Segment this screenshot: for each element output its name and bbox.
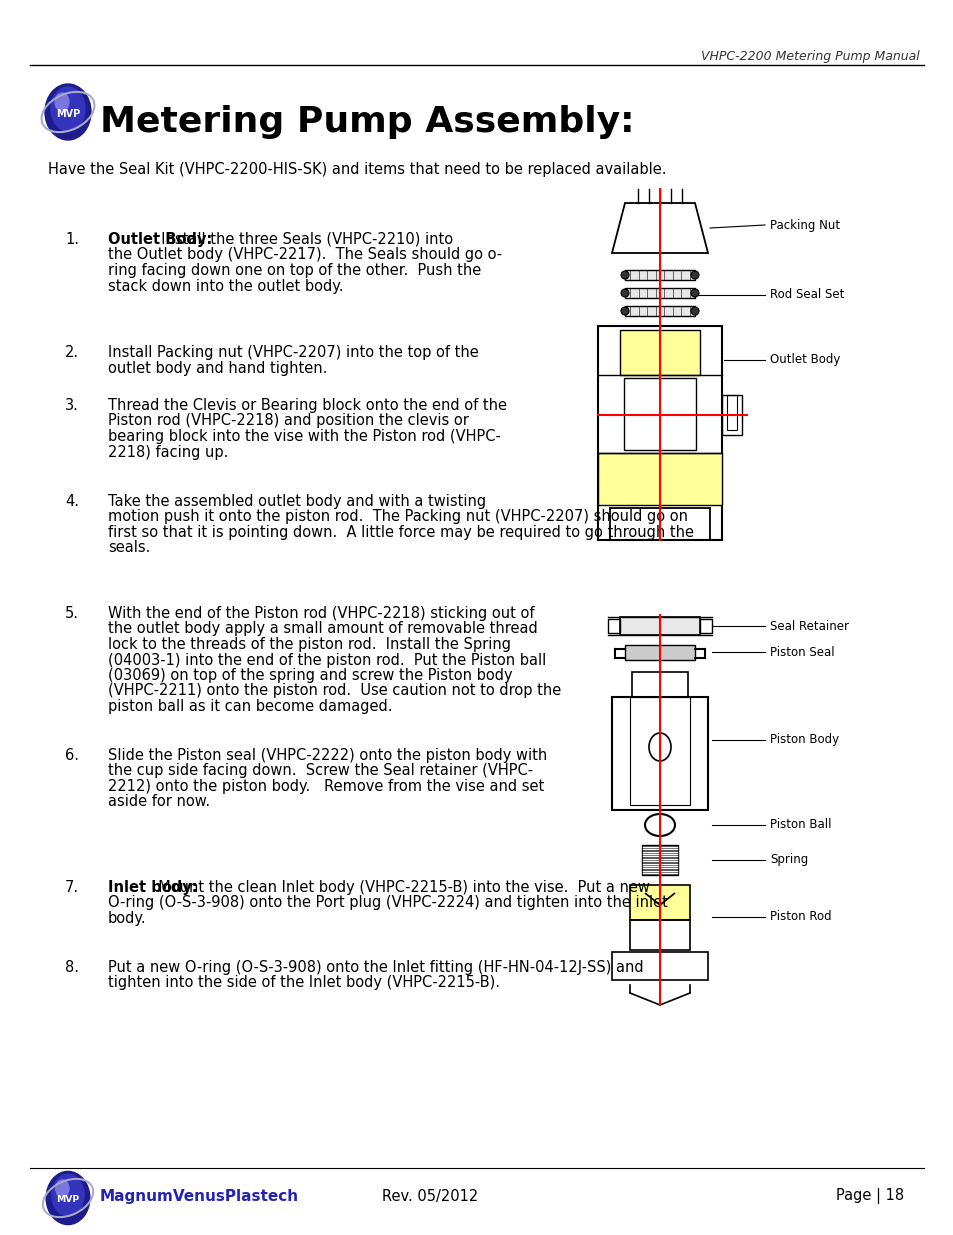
Text: Piston Rod: Piston Rod: [769, 910, 831, 924]
Text: Slide the Piston seal (VHPC-2222) onto the piston body with: Slide the Piston seal (VHPC-2222) onto t…: [108, 748, 547, 763]
Ellipse shape: [55, 93, 69, 111]
Text: Inlet body:: Inlet body:: [108, 881, 197, 895]
Bar: [624, 645, 695, 659]
Circle shape: [690, 289, 699, 296]
Bar: [629, 885, 689, 920]
Bar: [624, 288, 695, 298]
Bar: [624, 270, 695, 280]
Text: tighten into the side of the Inlet body (VHPC-2215-B).: tighten into the side of the Inlet body …: [108, 976, 499, 990]
Text: aside for now.: aside for now.: [108, 794, 210, 809]
Bar: [607, 619, 619, 634]
Text: 3.: 3.: [65, 398, 79, 412]
Bar: [641, 845, 678, 876]
Text: seals.: seals.: [108, 541, 151, 556]
Text: O-ring (O-S-3-908) onto the Port plug (VHPC-2224) and tighten into the inlet: O-ring (O-S-3-908) onto the Port plug (V…: [108, 895, 667, 910]
Text: Metering Pump Assembly:: Metering Pump Assembly:: [100, 105, 634, 140]
Text: Page | 18: Page | 18: [835, 1188, 903, 1204]
Text: the cup side facing down.  Screw the Seal retainer (VHPC-: the cup side facing down. Screw the Seal…: [108, 763, 533, 778]
Text: Piston Body: Piston Body: [769, 734, 839, 746]
Circle shape: [620, 308, 628, 315]
Text: VHPC-2200 Metering Pump Manual: VHPC-2200 Metering Pump Manual: [700, 49, 919, 63]
Text: Seal Retainer: Seal Retainer: [769, 620, 848, 632]
Bar: [629, 697, 689, 805]
Text: 8.: 8.: [65, 960, 79, 974]
Text: body.: body.: [108, 911, 147, 926]
Bar: [598, 453, 721, 505]
Text: Take the assembled outlet body and with a twisting: Take the assembled outlet body and with …: [108, 494, 486, 509]
Text: Piston rod (VHPC-2218) and position the clevis or: Piston rod (VHPC-2218) and position the …: [108, 414, 468, 429]
Text: Packing Nut: Packing Nut: [769, 219, 840, 231]
Text: MVP: MVP: [56, 109, 80, 119]
Text: Piston Seal: Piston Seal: [769, 646, 834, 658]
Bar: [619, 330, 700, 375]
Bar: [721, 395, 741, 435]
Bar: [624, 306, 695, 316]
Bar: [629, 920, 689, 950]
Ellipse shape: [45, 84, 91, 140]
Text: Outlet Body: Outlet Body: [769, 353, 840, 367]
Circle shape: [690, 270, 699, 279]
Text: Rev. 05/2012: Rev. 05/2012: [381, 1188, 477, 1203]
Text: bearing block into the vise with the Piston rod (VHPC-: bearing block into the vise with the Pis…: [108, 429, 500, 445]
Text: Mount the clean Inlet body (VHPC-2215-B) into the vise.  Put a new: Mount the clean Inlet body (VHPC-2215-B)…: [149, 881, 649, 895]
Ellipse shape: [46, 1172, 90, 1225]
Text: (04003-1) into the end of the piston rod.  Put the Piston ball: (04003-1) into the end of the piston rod…: [108, 652, 546, 667]
Text: motion push it onto the piston rod.  The Packing nut (VHPC-2207) should go on: motion push it onto the piston rod. The …: [108, 510, 687, 525]
Bar: [612, 952, 707, 981]
Text: With the end of the Piston rod (VHPC-2218) sticking out of: With the end of the Piston rod (VHPC-221…: [108, 606, 534, 621]
Text: ring facing down one on top of the other.  Push the: ring facing down one on top of the other…: [108, 263, 480, 278]
Text: MVP: MVP: [56, 1195, 79, 1204]
Bar: [609, 508, 709, 540]
Text: piston ball as it can become damaged.: piston ball as it can become damaged.: [108, 699, 392, 714]
Text: (VHPC-2211) onto the piston rod.  Use caution not to drop the: (VHPC-2211) onto the piston rod. Use cau…: [108, 683, 560, 699]
Text: the outlet body apply a small amount of removable thread: the outlet body apply a small amount of …: [108, 621, 537, 636]
Bar: [598, 326, 721, 540]
Text: 2218) facing up.: 2218) facing up.: [108, 445, 228, 459]
Text: 2212) onto the piston body.   Remove from the vise and set: 2212) onto the piston body. Remove from …: [108, 779, 543, 794]
Ellipse shape: [55, 1179, 69, 1197]
Circle shape: [620, 270, 628, 279]
Text: Thread the Clevis or Bearing block onto the end of the: Thread the Clevis or Bearing block onto …: [108, 398, 506, 412]
Text: Put a new O-ring (O-S-3-908) onto the Inlet fitting (HF-HN-04-12J-SS) and: Put a new O-ring (O-S-3-908) onto the In…: [108, 960, 643, 974]
Text: 7.: 7.: [65, 881, 79, 895]
Text: 4.: 4.: [65, 494, 79, 509]
Text: Spring: Spring: [769, 853, 807, 867]
Text: (03069) on top of the spring and screw the Piston body: (03069) on top of the spring and screw t…: [108, 668, 512, 683]
Bar: [700, 619, 711, 634]
Text: 2.: 2.: [65, 345, 79, 359]
Text: MagnumVenusPlastech: MagnumVenusPlastech: [100, 1188, 299, 1203]
Text: Outlet Body:: Outlet Body:: [108, 232, 212, 247]
Text: Have the Seal Kit (VHPC-2200-HIS-SK) and items that need to be replaced availabl: Have the Seal Kit (VHPC-2200-HIS-SK) and…: [48, 162, 666, 177]
Text: outlet body and hand tighten.: outlet body and hand tighten.: [108, 361, 327, 375]
Bar: [631, 672, 687, 697]
Text: first so that it is pointing down.  A little force may be required to go through: first so that it is pointing down. A lit…: [108, 525, 693, 540]
Text: 1.: 1.: [65, 232, 79, 247]
Bar: [619, 618, 700, 635]
Text: Install the three Seals (VHPC-2210) into: Install the three Seals (VHPC-2210) into: [152, 232, 453, 247]
Text: stack down into the outlet body.: stack down into the outlet body.: [108, 279, 343, 294]
Text: Rod Seal Set: Rod Seal Set: [769, 289, 843, 301]
Text: 5.: 5.: [65, 606, 79, 621]
Text: Install Packing nut (VHPC-2207) into the top of the: Install Packing nut (VHPC-2207) into the…: [108, 345, 478, 359]
Text: 6.: 6.: [65, 748, 79, 763]
Bar: [726, 395, 737, 430]
Text: lock to the threads of the piston rod.  Install the Spring: lock to the threads of the piston rod. I…: [108, 637, 511, 652]
Text: Piston Ball: Piston Ball: [769, 819, 831, 831]
Circle shape: [620, 289, 628, 296]
Text: the Outlet body (VHPC-2217).  The Seals should go o-: the Outlet body (VHPC-2217). The Seals s…: [108, 247, 501, 263]
Ellipse shape: [51, 86, 85, 131]
Ellipse shape: [51, 1174, 84, 1216]
Bar: [612, 697, 707, 810]
Bar: [623, 378, 696, 450]
Circle shape: [690, 308, 699, 315]
